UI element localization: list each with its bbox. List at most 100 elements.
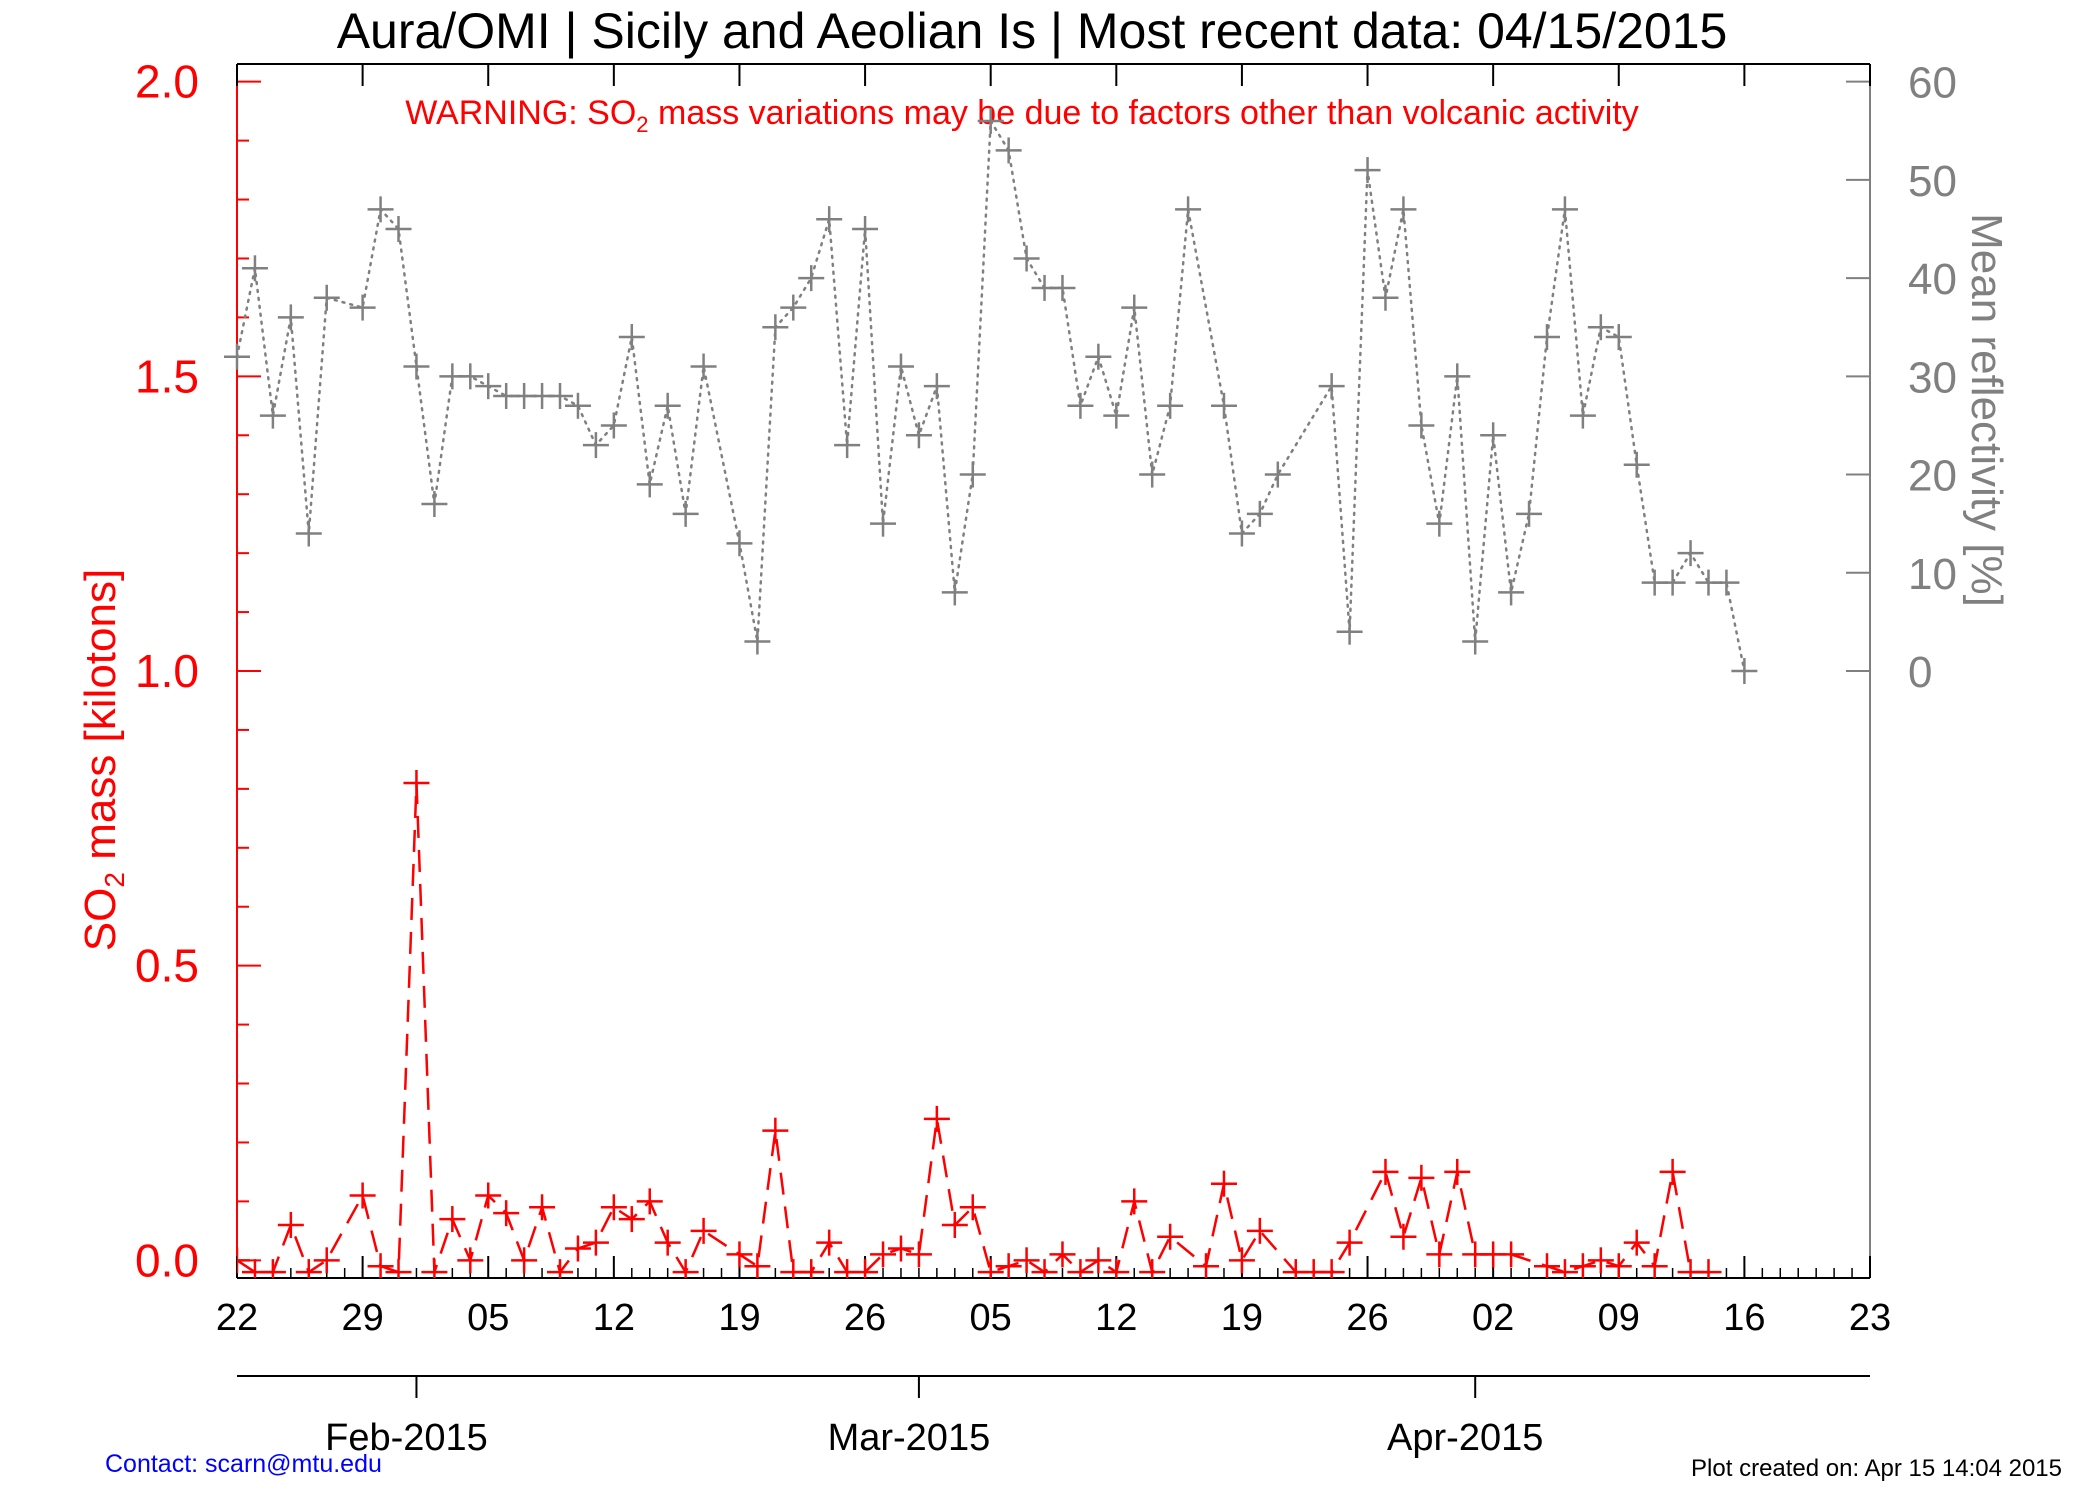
reflectivity-point bbox=[1498, 579, 1525, 606]
reflectivity-point bbox=[403, 353, 430, 380]
so2-point bbox=[1139, 1259, 1166, 1278]
so2-point bbox=[582, 1229, 609, 1256]
so2-point bbox=[1336, 1229, 1363, 1256]
x-tick-label: 22 bbox=[216, 1297, 258, 1339]
so2-point bbox=[1121, 1188, 1148, 1215]
so2-point bbox=[636, 1188, 663, 1215]
reflectivity-point bbox=[636, 471, 663, 498]
so2-point bbox=[1408, 1164, 1435, 1191]
left-axis-label-prefix: SO bbox=[76, 888, 125, 952]
x-tick-label: 05 bbox=[467, 1297, 509, 1339]
so2-point bbox=[600, 1194, 627, 1221]
x-tick-label: 23 bbox=[1849, 1297, 1891, 1339]
left-tick-label: 0.5 bbox=[135, 940, 199, 992]
x-tick-label: 19 bbox=[718, 1297, 760, 1339]
reflectivity-point bbox=[1049, 274, 1076, 301]
so2-point bbox=[887, 1235, 914, 1262]
reflectivity-point bbox=[1623, 451, 1650, 478]
so2-point bbox=[1695, 1259, 1722, 1278]
so2-point bbox=[852, 1259, 879, 1278]
reflectivity-point bbox=[1175, 196, 1202, 223]
warning-text: WARNING: SO2 mass variations may be due … bbox=[405, 94, 1639, 137]
reflectivity-point bbox=[1228, 520, 1255, 547]
right-tick-label: 0 bbox=[1908, 648, 1932, 697]
so2-point bbox=[403, 769, 430, 796]
so2-point bbox=[1623, 1229, 1650, 1256]
left-axis-label: SO2 mass [kilotons] bbox=[76, 569, 130, 951]
reflectivity-point bbox=[690, 353, 717, 380]
reflectivity-point bbox=[672, 500, 699, 527]
so2-point bbox=[1569, 1253, 1596, 1278]
so2-point bbox=[1390, 1223, 1417, 1250]
so2-point bbox=[762, 1117, 789, 1144]
so2-point bbox=[277, 1211, 304, 1238]
so2-point bbox=[1605, 1253, 1632, 1278]
so2-point bbox=[726, 1241, 753, 1268]
so2-point bbox=[672, 1259, 699, 1278]
reflectivity-point bbox=[1605, 324, 1632, 351]
so2-point bbox=[421, 1259, 448, 1278]
so2-point bbox=[1318, 1259, 1345, 1278]
left-tick-label: 2.0 bbox=[135, 56, 199, 108]
reflectivity-point bbox=[870, 510, 897, 537]
reflectivity-point bbox=[941, 579, 968, 606]
x-tick-label: 09 bbox=[1598, 1297, 1640, 1339]
reflectivity-point bbox=[457, 363, 484, 390]
reflectivity-point bbox=[1318, 373, 1345, 400]
so2-point bbox=[313, 1247, 340, 1274]
x-tick-label: 19 bbox=[1221, 1297, 1263, 1339]
reflectivity-point bbox=[726, 530, 753, 557]
reflectivity-point bbox=[1210, 392, 1237, 419]
month-label: Mar-2015 bbox=[828, 1417, 991, 1459]
month-label: Feb-2015 bbox=[325, 1417, 488, 1459]
reflectivity-point bbox=[313, 284, 340, 311]
reflectivity-point bbox=[1390, 196, 1417, 223]
left-tick-label: 1.5 bbox=[135, 350, 199, 402]
so2-point bbox=[1103, 1259, 1130, 1278]
left-axis-label-suffix: mass [kilotons] bbox=[76, 569, 125, 872]
reflectivity-point bbox=[1354, 157, 1381, 184]
so2-point bbox=[1210, 1170, 1237, 1197]
reflectivity-point bbox=[1336, 618, 1363, 645]
left-tick-label: 1.0 bbox=[135, 645, 199, 697]
so2-point bbox=[295, 1259, 322, 1278]
right-tick-label: 20 bbox=[1908, 452, 1957, 501]
reflectivity-point bbox=[887, 353, 914, 380]
so2-point bbox=[1228, 1247, 1255, 1274]
reflectivity-point bbox=[1139, 461, 1166, 488]
x-tick-label: 05 bbox=[970, 1297, 1012, 1339]
so2-point bbox=[798, 1259, 825, 1278]
reflectivity-point bbox=[277, 304, 304, 331]
so2-point bbox=[1246, 1217, 1273, 1244]
x-tick-label: 12 bbox=[1095, 1297, 1137, 1339]
reflectivity-point bbox=[1067, 392, 1094, 419]
so2-point bbox=[385, 1259, 412, 1278]
reflectivity-series bbox=[224, 107, 1758, 684]
reflectivity-point bbox=[1121, 294, 1148, 321]
so2-point bbox=[744, 1253, 771, 1278]
contact-text: Contact: scarn@mtu.edu bbox=[105, 1450, 382, 1478]
so2-point bbox=[905, 1241, 932, 1268]
so2-point bbox=[941, 1211, 968, 1238]
reflectivity-point bbox=[475, 373, 502, 400]
so2-point bbox=[564, 1235, 591, 1262]
reflectivity-point bbox=[1408, 412, 1435, 439]
reflectivity-point bbox=[1533, 324, 1560, 351]
warning-prefix: WARNING: SO bbox=[405, 94, 636, 132]
warning-subscript: 2 bbox=[636, 112, 648, 137]
month-label: Apr-2015 bbox=[1387, 1417, 1543, 1459]
so2-markers bbox=[237, 769, 1722, 1278]
reflectivity-point bbox=[1372, 284, 1399, 311]
left-tick-label: 0.0 bbox=[135, 1234, 199, 1286]
chart-title: Aura/OMI | Sicily and Aeolian Is | Most … bbox=[337, 3, 1728, 59]
reflectivity-point bbox=[816, 206, 843, 233]
so2-point bbox=[1193, 1253, 1220, 1278]
so2-point bbox=[1013, 1247, 1040, 1274]
reflectivity-point bbox=[959, 461, 986, 488]
reflectivity-point bbox=[744, 628, 771, 655]
so2-point bbox=[654, 1229, 681, 1256]
so2-point bbox=[439, 1206, 466, 1233]
reflectivity-point bbox=[1587, 314, 1614, 341]
reflectivity-point bbox=[295, 520, 322, 547]
